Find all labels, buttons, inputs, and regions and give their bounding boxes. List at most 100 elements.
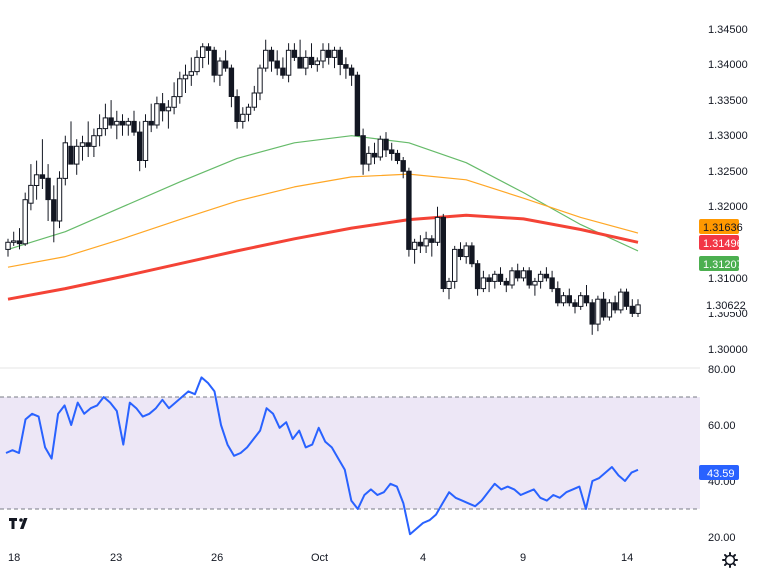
candle-body	[331, 49, 338, 58]
candle	[463, 242, 469, 264]
candle	[257, 64, 263, 101]
candle-body	[102, 117, 109, 130]
candle-body	[583, 295, 590, 304]
candle	[389, 142, 395, 161]
candle	[543, 267, 550, 282]
candlesticks[interactable]	[5, 39, 641, 335]
candle-body	[566, 295, 572, 304]
candle	[520, 267, 527, 282]
candle	[91, 128, 97, 157]
candle	[406, 167, 412, 257]
candle-body	[257, 67, 263, 94]
candle	[194, 50, 200, 76]
candle-body	[360, 135, 366, 165]
price-tick: 1.30000	[708, 344, 748, 356]
candle	[578, 292, 584, 310]
candle-body	[234, 96, 240, 122]
candle-body	[515, 270, 521, 279]
time-axis[interactable]: 18 23 26 Oct 4 9 14	[8, 552, 633, 564]
logo-mark-v	[20, 518, 28, 529]
tradingview-logo[interactable]	[6, 514, 32, 532]
candle-body	[503, 280, 510, 286]
time-tick: 23	[110, 552, 122, 564]
candle-body	[56, 177, 63, 222]
candle	[114, 110, 120, 140]
rsi-tick: 80.00	[708, 364, 736, 376]
candle	[131, 110, 137, 136]
candle-body	[11, 240, 17, 243]
candle	[486, 274, 492, 293]
price-axis[interactable]: 1.34500 1.34000 1.33500 1.33000 1.32500 …	[708, 24, 748, 356]
candle-body	[497, 273, 504, 282]
candle	[423, 231, 429, 253]
candle	[177, 71, 183, 104]
candle-body	[291, 49, 298, 58]
candle	[326, 43, 332, 65]
rsi-tick: 60.00	[708, 420, 736, 432]
moving-average-line	[7, 173, 639, 268]
candle	[583, 285, 590, 307]
candle	[205, 43, 212, 65]
candle-body	[171, 96, 177, 108]
candle	[555, 281, 561, 307]
candle	[394, 149, 401, 165]
candle	[383, 132, 389, 157]
candle	[612, 295, 618, 314]
price-label-box	[699, 235, 739, 250]
price-tick: 1.33500	[708, 95, 748, 107]
candle	[360, 128, 366, 175]
candle	[618, 288, 624, 314]
candle	[549, 270, 555, 293]
candle	[337, 46, 343, 76]
candle	[188, 57, 195, 86]
price-label-text: 1.31496	[703, 238, 743, 250]
candle	[28, 164, 34, 211]
candle	[343, 57, 349, 79]
candle-body	[560, 295, 567, 304]
candle-body	[85, 142, 91, 147]
price-label-text: 1.31636	[703, 222, 743, 234]
price-label-current: 1.30622	[699, 298, 746, 312]
candle-body	[486, 277, 492, 282]
candle	[182, 64, 189, 93]
candle	[446, 277, 452, 300]
candle	[108, 100, 114, 129]
rsi-tick: 20.00	[708, 532, 736, 544]
price-label-text: 1.31207	[703, 259, 743, 271]
candle-body	[463, 245, 469, 258]
candle	[572, 299, 578, 314]
candle	[589, 299, 595, 335]
candle	[5, 238, 11, 257]
candle-body	[297, 56, 303, 69]
candle-body	[200, 46, 206, 58]
time-tick: Oct	[311, 552, 328, 564]
candle-body	[526, 270, 532, 286]
price-label-ema-red: 1.31496	[699, 235, 743, 250]
candle	[314, 57, 321, 72]
candle-body	[114, 120, 120, 126]
candle	[234, 89, 240, 129]
candle	[635, 299, 641, 317]
candle-body	[211, 49, 217, 76]
candle	[45, 164, 51, 221]
candle-body	[469, 245, 475, 265]
moving-average-line	[7, 135, 639, 252]
candle-body	[606, 302, 613, 318]
candle	[600, 292, 607, 321]
candle-body	[62, 142, 68, 179]
candle	[509, 267, 515, 289]
gear-icon[interactable]	[722, 552, 738, 568]
candle-body	[600, 298, 607, 318]
rsi-value-box	[699, 465, 739, 480]
candle	[79, 135, 86, 161]
candle	[74, 139, 80, 175]
candle-body	[148, 120, 154, 126]
candle	[400, 157, 406, 179]
candle-body	[337, 49, 343, 65]
candle	[560, 292, 567, 307]
candle-body	[452, 248, 458, 282]
candle-body	[285, 49, 292, 76]
candle	[16, 228, 23, 250]
candle-body	[222, 60, 229, 69]
